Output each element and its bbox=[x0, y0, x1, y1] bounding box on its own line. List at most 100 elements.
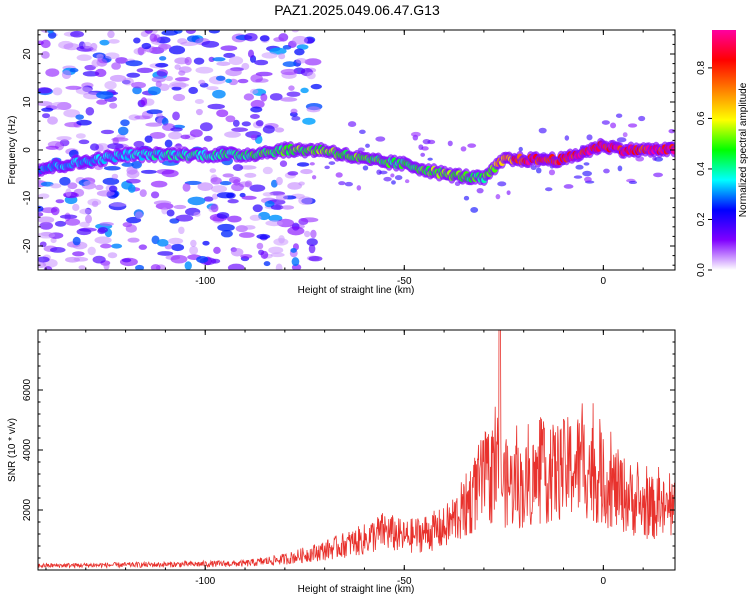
spectrogram-cell bbox=[184, 56, 192, 66]
spectrogram-cell bbox=[216, 61, 231, 66]
spectrogram-cell bbox=[209, 168, 217, 173]
spectrogram-cell bbox=[180, 134, 191, 140]
spectrogram-cell bbox=[131, 81, 146, 89]
spectrogram-cell bbox=[324, 165, 330, 170]
spectrogram-cell bbox=[83, 92, 101, 100]
spectrogram-cell bbox=[304, 58, 322, 66]
spectrogram-cell bbox=[147, 86, 161, 96]
spectrogram-cell bbox=[225, 68, 242, 77]
spectrogram-y-tick-label: -20 bbox=[22, 238, 33, 253]
spectrogram-cell bbox=[99, 39, 110, 46]
spectrogram-cell bbox=[586, 134, 593, 141]
spectrogram-cell bbox=[273, 238, 289, 246]
spectrogram-cell bbox=[300, 87, 309, 94]
spectrogram-cell bbox=[306, 71, 316, 80]
spectrogram-cell bbox=[65, 85, 82, 90]
spectrogram-cell bbox=[268, 214, 283, 222]
spectrogram-cell bbox=[583, 162, 590, 166]
spectrogram-cell bbox=[92, 255, 106, 264]
spectrogram-cell bbox=[111, 137, 129, 142]
spectrogram-cell bbox=[427, 157, 433, 161]
spectrogram-cell bbox=[616, 137, 627, 143]
colorbar-tick-label: 0.0 bbox=[696, 263, 707, 277]
spectrogram-cell bbox=[59, 176, 71, 186]
spectrogram-cell bbox=[311, 175, 317, 180]
spectrogram-cell bbox=[125, 224, 137, 233]
spectrogram-cell bbox=[96, 53, 104, 60]
spectrogram-cell bbox=[256, 233, 271, 240]
spectrogram-cell bbox=[308, 244, 316, 254]
spectrogram-cell bbox=[38, 232, 56, 239]
snr-xlabel: Height of straight line (km) bbox=[298, 584, 415, 595]
spectrogram-cell bbox=[141, 42, 152, 50]
spectrogram-cell bbox=[404, 179, 410, 184]
spectrogram-cell bbox=[85, 106, 95, 116]
spectrogram-cell bbox=[208, 30, 220, 34]
spectrogram-cell bbox=[131, 160, 142, 169]
spectrogram-cell bbox=[213, 246, 221, 254]
spectrogram-cell bbox=[128, 184, 136, 193]
spectrogram-cell bbox=[168, 45, 186, 55]
spectrogram-cell bbox=[282, 61, 297, 67]
spectrogram-cell bbox=[189, 129, 203, 138]
spectrogram-cell bbox=[155, 62, 169, 68]
snr-series-line bbox=[38, 330, 675, 570]
spectrogram-cell bbox=[206, 86, 219, 91]
spectrogram-cell bbox=[99, 222, 114, 227]
spectrogram-cell bbox=[247, 49, 255, 58]
spectrogram-cell bbox=[264, 200, 275, 208]
spectrogram-cell bbox=[222, 173, 234, 178]
spectrogram-cell bbox=[56, 136, 72, 141]
spectrogram-cell bbox=[45, 145, 59, 150]
spectrogram-cell bbox=[216, 192, 235, 199]
spectrogram-cell bbox=[270, 204, 284, 210]
spectrogram-cell bbox=[149, 132, 166, 139]
spectrogram-cell bbox=[391, 180, 396, 185]
spectrogram-cell bbox=[73, 257, 89, 262]
spectrogram-cell bbox=[65, 188, 72, 197]
spectrogram-cell bbox=[220, 45, 238, 52]
spectrogram-cell bbox=[231, 182, 244, 192]
spectrogram-cell bbox=[95, 184, 104, 191]
spectrogram-cell bbox=[166, 209, 175, 217]
spectrogram-cell bbox=[249, 214, 262, 221]
spectrogram-cell bbox=[150, 264, 161, 270]
spectrogram-cell bbox=[111, 62, 122, 70]
spectrogram-cell bbox=[156, 69, 168, 77]
spectrogram-cell bbox=[38, 205, 44, 212]
spectrogram-cell bbox=[47, 31, 57, 39]
spectrogram-cell bbox=[273, 37, 285, 42]
spectrogram-cell bbox=[175, 214, 194, 222]
spectrogram-cell bbox=[144, 30, 153, 34]
spectrogram-cell bbox=[228, 56, 244, 66]
spectrogram-cell bbox=[250, 114, 260, 120]
spectrogram-cell bbox=[362, 165, 369, 171]
spectrogram-y-tick-label: 0 bbox=[22, 147, 33, 153]
spectrogram-cell bbox=[82, 41, 92, 49]
spectrogram-cell bbox=[38, 193, 50, 199]
spectrogram-cell bbox=[156, 112, 163, 118]
spectrogram-cell bbox=[172, 111, 180, 121]
spectrogram-cell bbox=[231, 127, 249, 132]
spectrogram-cell bbox=[135, 264, 145, 270]
figure-title: PAZ1.2025.049.06.47.G13 bbox=[274, 2, 440, 18]
spectrogram-cell bbox=[122, 77, 134, 86]
spectrogram-cell bbox=[223, 52, 236, 59]
spectrogram-cell bbox=[102, 177, 120, 186]
spectrogram-cell bbox=[164, 139, 173, 148]
spectrogram-cell bbox=[250, 99, 265, 109]
spectrogram-cell bbox=[294, 48, 305, 56]
spectrogram-cell bbox=[119, 257, 138, 267]
spectrogram-cell bbox=[125, 60, 143, 67]
spectrogram-cell bbox=[76, 228, 92, 236]
spectrogram-cell bbox=[217, 223, 235, 232]
spectrogram-cell bbox=[65, 218, 81, 226]
spectrogram-cell bbox=[298, 196, 313, 206]
spectrogram-cell bbox=[109, 74, 127, 82]
spectrogram-cell bbox=[255, 120, 264, 127]
spectrogram-cell bbox=[259, 35, 270, 42]
spectrogram-cell bbox=[172, 93, 186, 102]
spectrogram-cell bbox=[225, 78, 232, 84]
spectrogram-cell bbox=[291, 30, 300, 33]
spectrogram-cell bbox=[109, 202, 127, 207]
